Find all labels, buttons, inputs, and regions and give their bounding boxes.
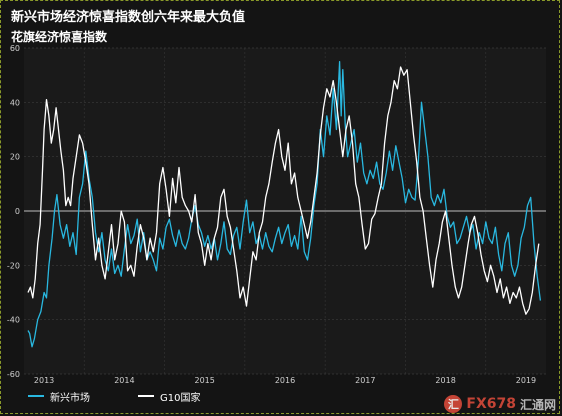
- chart-title: 新兴市场经济惊喜指数创六年来最大负值: [11, 10, 246, 25]
- legend-item-g10: G10国家: [138, 389, 200, 404]
- y-tick-label: 40: [10, 98, 20, 107]
- series-line-g10: [27, 66, 540, 315]
- x-tick-label: 2014: [114, 376, 134, 385]
- y-tick-label: 60: [10, 44, 20, 53]
- legend-swatch-emerging: [28, 395, 44, 397]
- x-tick-label: 2018: [435, 376, 455, 385]
- x-tick-label: 2015: [195, 376, 215, 385]
- x-tick-label: 2016: [275, 376, 295, 385]
- legend-swatch-g10: [138, 395, 154, 397]
- legend-label-g10: G10国家: [160, 392, 201, 404]
- x-tick-label: 2019: [516, 376, 536, 385]
- y-tick-label: -40: [7, 316, 20, 325]
- y-tick-label: -20: [7, 261, 20, 270]
- y-tick-label: 20: [10, 153, 20, 162]
- series-line-emerging: [27, 60, 542, 348]
- y-tick-label: 0: [15, 207, 20, 216]
- y-tick-label: -60: [7, 370, 20, 379]
- watermark-text: FX678: [466, 396, 516, 412]
- watermark: 汇 FX678 汇通网: [444, 395, 556, 413]
- x-tick-label: 2017: [355, 376, 375, 385]
- legend-label-emerging: 新兴市场: [50, 392, 90, 404]
- watermark-logo-icon: 汇: [444, 395, 463, 413]
- legend: 新兴市场 G10国家: [28, 388, 248, 404]
- legend-item-emerging: 新兴市场: [28, 389, 90, 404]
- watermark-cn: 汇通网: [519, 397, 556, 412]
- x-tick-label: 2013: [34, 376, 54, 385]
- chart-subtitle: 花旗经济惊喜指数: [11, 30, 108, 44]
